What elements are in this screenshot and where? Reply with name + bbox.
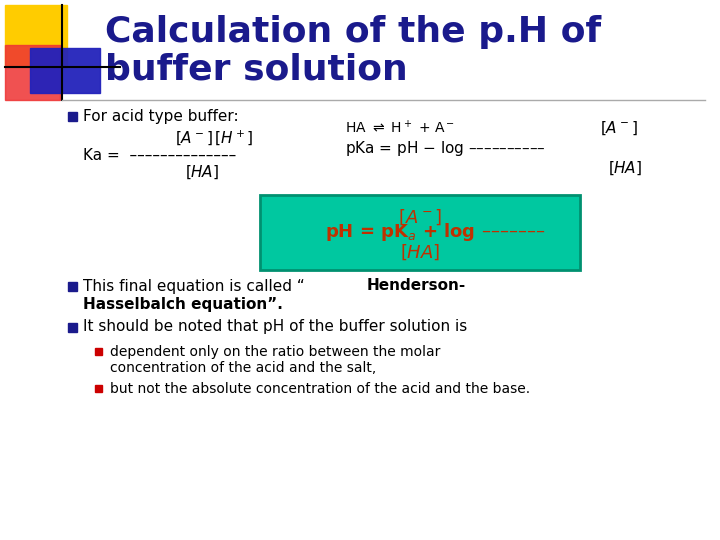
Bar bbox=[5, 5, 67, 67]
Text: Hasselbalch equation”.: Hasselbalch equation”. bbox=[83, 296, 283, 312]
Text: $[HA]$: $[HA]$ bbox=[185, 163, 219, 181]
Bar bbox=[68, 323, 77, 332]
Text: pKa = pH $-$ log ––––––––––: pKa = pH $-$ log –––––––––– bbox=[345, 138, 546, 158]
Text: $[A^-]$: $[A^-]$ bbox=[398, 207, 442, 227]
Text: It should be noted that pH of the buffer solution is: It should be noted that pH of the buffer… bbox=[83, 320, 467, 334]
Text: but not the absolute concentration of the acid and the base.: but not the absolute concentration of th… bbox=[110, 382, 530, 396]
Text: Henderson-: Henderson- bbox=[367, 279, 467, 294]
Text: $[HA]$: $[HA]$ bbox=[400, 242, 440, 261]
Text: $[A^-]\,[H^+]$: $[A^-]\,[H^+]$ bbox=[175, 129, 253, 147]
Bar bbox=[30, 48, 100, 93]
Text: dependent only on the ratio between the molar: dependent only on the ratio between the … bbox=[110, 345, 441, 359]
Text: buffer solution: buffer solution bbox=[105, 52, 408, 86]
Text: This final equation is called “: This final equation is called “ bbox=[83, 279, 305, 294]
Bar bbox=[5, 45, 60, 100]
Text: Calculation of the p.H of: Calculation of the p.H of bbox=[105, 15, 601, 49]
Text: $[A^-]$: $[A^-]$ bbox=[600, 119, 638, 137]
Bar bbox=[68, 112, 77, 121]
Bar bbox=[68, 282, 77, 291]
Text: Ka =  ––––––––––––––: Ka = –––––––––––––– bbox=[83, 147, 236, 163]
Text: $[HA]$: $[HA]$ bbox=[608, 159, 642, 177]
Text: For acid type buffer:: For acid type buffer: bbox=[83, 109, 238, 124]
Text: concentration of the acid and the salt,: concentration of the acid and the salt, bbox=[110, 361, 377, 375]
Text: pH = pK$_a$ + log –––––––: pH = pK$_a$ + log ––––––– bbox=[325, 221, 545, 243]
Text: HA $\rightleftharpoons$ H$^+$ + A$^-$: HA $\rightleftharpoons$ H$^+$ + A$^-$ bbox=[345, 119, 455, 137]
Bar bbox=[95, 348, 102, 355]
Bar bbox=[260, 195, 580, 270]
Bar bbox=[95, 385, 102, 392]
